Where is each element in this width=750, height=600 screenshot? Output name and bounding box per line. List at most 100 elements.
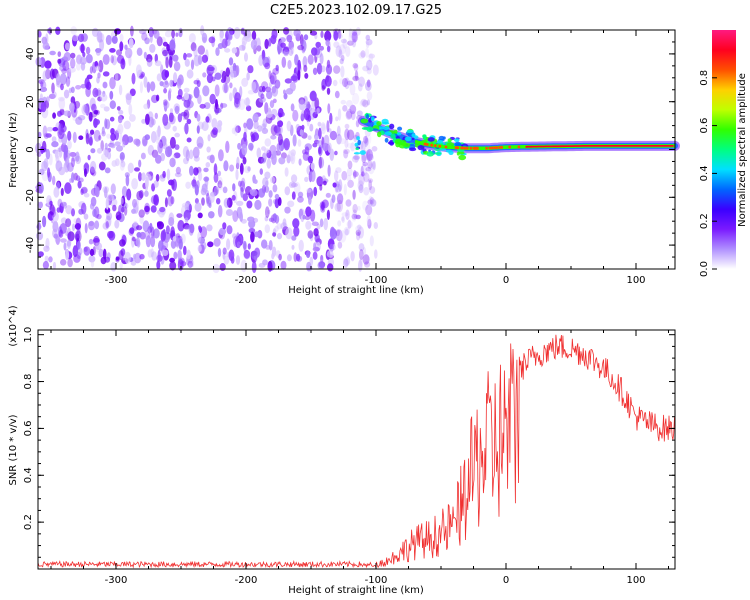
- noise-blob: [72, 131, 77, 144]
- noise-blob: [58, 229, 64, 238]
- noise-blob: [139, 215, 144, 225]
- noise-blob: [55, 160, 63, 172]
- noise-blob: [345, 46, 351, 57]
- snr-panel: -300 -200 -100 0 100 0.2 0.4 0.6 0.8 1.0 Height o…: [8, 305, 676, 596]
- noise-blob: [122, 141, 126, 148]
- noise-blob: [150, 131, 157, 143]
- noise-blob: [214, 84, 220, 97]
- noise-blob: [147, 226, 152, 234]
- noise-blob: [327, 128, 332, 133]
- noise-blob: [111, 55, 118, 66]
- noise-blob: [75, 85, 82, 90]
- x-tick-label: 0: [503, 575, 509, 586]
- noise-blob: [364, 254, 370, 263]
- signal-blob: [447, 138, 452, 142]
- noise-blob: [326, 45, 331, 52]
- noise-blob: [357, 180, 364, 191]
- noise-blob: [87, 133, 93, 145]
- noise-blob: [145, 113, 150, 126]
- noise-blob: [364, 135, 368, 148]
- noise-blob: [46, 96, 50, 103]
- noise-blob: [197, 244, 202, 253]
- signal-blob: [360, 118, 369, 124]
- noise-blob: [80, 62, 86, 71]
- signal-blob: [353, 152, 361, 155]
- noise-blob: [367, 199, 373, 205]
- noise-blob: [319, 218, 324, 228]
- noise-blob: [81, 202, 87, 215]
- noise-blob: [258, 262, 266, 268]
- noise-blob: [355, 225, 362, 232]
- noise-blob: [118, 204, 122, 216]
- noise-blob: [131, 72, 136, 85]
- noise-blob: [185, 181, 191, 189]
- noise-blob: [258, 96, 266, 103]
- noise-blob: [308, 196, 312, 205]
- noise-blob: [176, 213, 183, 219]
- noise-blob: [114, 28, 121, 35]
- noise-blob: [361, 140, 366, 152]
- noise-blob: [144, 205, 150, 213]
- noise-blob: [139, 253, 145, 260]
- noise-blob: [162, 229, 166, 241]
- noise-blob: [347, 219, 352, 229]
- noise-blob: [298, 158, 302, 166]
- noise-blob: [372, 64, 379, 76]
- x-tick-label: -300: [105, 275, 128, 286]
- noise-blob: [353, 134, 358, 143]
- signal-hotspot: [423, 142, 427, 146]
- noise-blob: [52, 261, 57, 270]
- noise-blob: [366, 150, 371, 162]
- snr-scale-label: (x10^4): [8, 305, 19, 346]
- noise-blob: [359, 256, 363, 267]
- noise-blob: [243, 35, 249, 41]
- noise-blob: [191, 183, 197, 189]
- noise-blob: [352, 171, 359, 178]
- noise-blob: [45, 68, 51, 80]
- noise-blob: [349, 104, 357, 115]
- noise-blob: [193, 47, 198, 57]
- noise-blob: [321, 123, 326, 135]
- noise-blob: [71, 208, 75, 217]
- signal-blob: [370, 116, 375, 122]
- noise-blob: [87, 154, 91, 161]
- noise-blob: [352, 209, 357, 217]
- noise-blob: [350, 110, 356, 121]
- noise-blob: [83, 213, 89, 220]
- noise-blob: [307, 101, 311, 110]
- noise-blob: [336, 133, 342, 145]
- snr-x-axis-label: Height of straight line (km): [288, 585, 424, 596]
- noise-blob: [154, 60, 162, 67]
- noise-blob: [47, 214, 53, 220]
- noise-blob: [315, 41, 322, 48]
- colorbar-tick-label: 0.6: [699, 118, 710, 134]
- noise-blob: [149, 43, 156, 53]
- noise-blob: [222, 82, 229, 94]
- signal-hotspot: [508, 145, 511, 149]
- noise-blob: [314, 135, 320, 140]
- noise-blob: [216, 198, 221, 205]
- noise-blob: [143, 103, 149, 110]
- noise-blob: [42, 215, 47, 228]
- noise-blob: [130, 25, 134, 37]
- noise-blob: [119, 41, 124, 52]
- noise-blob: [183, 245, 187, 256]
- noise-blob: [86, 74, 93, 80]
- colorbar-tick-label: 0.2: [699, 213, 710, 229]
- noise-blob: [184, 224, 192, 230]
- noise-blob: [37, 251, 44, 257]
- noise-blob: [274, 225, 279, 232]
- noise-blob: [341, 54, 345, 62]
- noise-blob: [66, 239, 72, 247]
- noise-blob: [65, 205, 73, 215]
- noise-blob: [312, 111, 318, 119]
- noise-blob: [291, 191, 296, 200]
- noise-blob: [341, 212, 349, 217]
- noise-blob: [145, 235, 151, 248]
- signal-blob: [417, 145, 425, 151]
- noise-blob: [78, 33, 85, 43]
- noise-blob: [115, 145, 124, 152]
- noise-blob: [283, 46, 290, 52]
- noise-blob: [338, 44, 346, 55]
- signal-hotspot: [433, 144, 437, 148]
